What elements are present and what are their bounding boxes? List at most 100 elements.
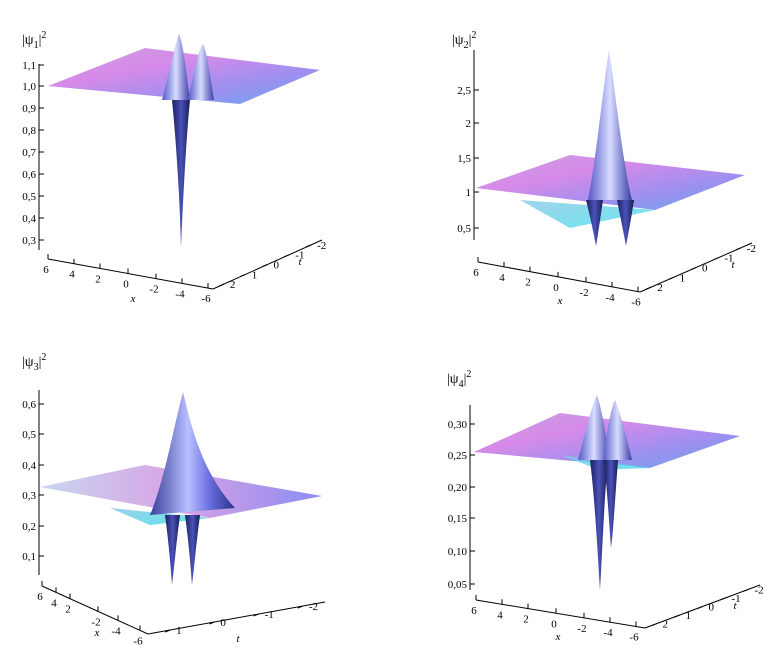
t-axis-line xyxy=(147,601,326,635)
z-tick-label: 0,30 xyxy=(448,419,468,431)
dip-left xyxy=(590,460,608,590)
z-tick-label: 1 xyxy=(466,187,472,199)
t-tick-label: -1 xyxy=(732,593,741,605)
t-axis-label: t xyxy=(733,600,737,612)
peak-left xyxy=(162,34,190,100)
t-tick xyxy=(262,264,268,267)
x-axis-label: x xyxy=(557,295,563,307)
z-tick-label: 0,6 xyxy=(22,399,36,411)
t-tick xyxy=(164,629,171,633)
x-tick-label: -2 xyxy=(91,616,100,628)
t-tick-label: -1 xyxy=(265,609,274,621)
t-axis-label: t xyxy=(236,633,240,645)
x-axis-line xyxy=(47,258,214,290)
t-tick-label: 1 xyxy=(176,625,182,637)
z-tick-label: 2,5 xyxy=(457,85,471,97)
x-tick-label: 4 xyxy=(497,609,503,621)
x-tick-label: -2 xyxy=(149,284,158,296)
z-tick-label: 0,10 xyxy=(448,546,468,558)
peak-right xyxy=(603,400,632,460)
x-axis-label: x xyxy=(130,293,136,305)
z-tick-label: 2 xyxy=(466,118,472,130)
plane-shade xyxy=(110,508,210,525)
dip-right xyxy=(185,515,200,585)
x-tick-label: -4 xyxy=(603,627,613,639)
x-axis-label: x xyxy=(555,631,561,643)
x-tick-label: -2 xyxy=(579,287,588,299)
t-tick-label: 0 xyxy=(709,602,715,614)
z-tick-label: 1,0 xyxy=(22,81,36,93)
t-tick-label: -2 xyxy=(309,601,318,613)
x-tick-label: -6 xyxy=(631,297,641,309)
z-tick-label: 1,5 xyxy=(457,153,471,165)
panel-3: |ψ3|2 0,1 0,2 0,3 0,4 0,5 0,6 642 -2 -4 -6 x 1 0 -1 -2 t xyxy=(22,352,326,647)
x-axis-line xyxy=(477,261,641,293)
peak-center xyxy=(150,392,235,515)
x-tick-label: 0 xyxy=(123,279,129,291)
t-tick xyxy=(646,286,652,290)
t-tick-label: -2 xyxy=(317,240,326,252)
t-tick-label: 1 xyxy=(686,610,692,622)
x-tick-label: 6 xyxy=(473,267,479,279)
t-tick-label: 1 xyxy=(680,272,686,284)
x-axis-line xyxy=(41,585,149,635)
x-tick-label: 4 xyxy=(69,269,75,281)
t-tick-label: 0 xyxy=(220,617,226,629)
t-tick-label: 2 xyxy=(230,279,236,291)
z-tick-label: 0,25 xyxy=(448,450,468,462)
t-tick xyxy=(651,623,657,627)
t-tick-label: 2 xyxy=(657,282,663,294)
z-tick-label: 0,1 xyxy=(22,551,36,563)
x-axis-line xyxy=(475,599,646,629)
t-tick xyxy=(668,276,674,280)
t-tick xyxy=(720,597,726,601)
t-tick-label: 2 xyxy=(663,619,669,631)
z-tick-label: 0,5 xyxy=(22,429,36,441)
x-tick-label: 2 xyxy=(523,614,529,626)
x-tick-label: -4 xyxy=(111,625,121,637)
t-tick-label: 0 xyxy=(702,263,708,275)
z-tick-label: 0,20 xyxy=(448,482,468,494)
z-tick-label: 0,8 xyxy=(22,125,36,137)
dip-left xyxy=(165,515,180,585)
t-tick xyxy=(743,588,749,592)
t-tick xyxy=(209,621,215,625)
dip-well xyxy=(172,100,190,248)
t-tick xyxy=(218,283,225,287)
x-tick-label: 2 xyxy=(65,604,71,616)
t-tick xyxy=(240,273,246,277)
x-tick-label: -2 xyxy=(577,623,586,635)
t-tick xyxy=(735,247,741,251)
z-tick-label: 0,3 xyxy=(22,490,36,502)
z-tick-label: 1,1 xyxy=(22,60,36,72)
t-axis-label: t xyxy=(298,256,302,268)
t-tick xyxy=(253,613,259,617)
t-tick xyxy=(690,267,697,270)
peak-left xyxy=(578,395,610,460)
t-tick-label: -2 xyxy=(755,584,764,596)
panel-title: |ψ1|2 xyxy=(22,30,46,51)
x-tick-label: 6 xyxy=(471,605,477,617)
dip-right xyxy=(604,460,618,548)
z-tick-label: 0,5 xyxy=(22,191,36,203)
z-tick-label: 0,05 xyxy=(448,579,468,591)
x-tick-label: 4 xyxy=(51,597,57,609)
dip-left xyxy=(586,200,603,246)
x-axis-label: x xyxy=(94,627,100,639)
t-tick xyxy=(697,606,703,609)
t-tick-label: -1 xyxy=(295,250,304,262)
plane-shade xyxy=(520,200,655,228)
t-tick xyxy=(297,605,304,609)
t-tick-label: 1 xyxy=(252,269,258,281)
z-tick-label: 0,9 xyxy=(22,103,36,115)
z-tick-label: 0,15 xyxy=(448,513,468,525)
t-axis-label: t xyxy=(731,259,735,271)
t-tick-label: -1 xyxy=(724,253,733,265)
x-tick-label: 0 xyxy=(553,282,559,294)
x-tick-label: -4 xyxy=(605,292,615,304)
t-tick xyxy=(284,254,290,258)
t-tick-label: 0 xyxy=(274,260,280,272)
x-tick-label: 0 xyxy=(551,618,557,630)
peak-center xyxy=(588,50,632,200)
